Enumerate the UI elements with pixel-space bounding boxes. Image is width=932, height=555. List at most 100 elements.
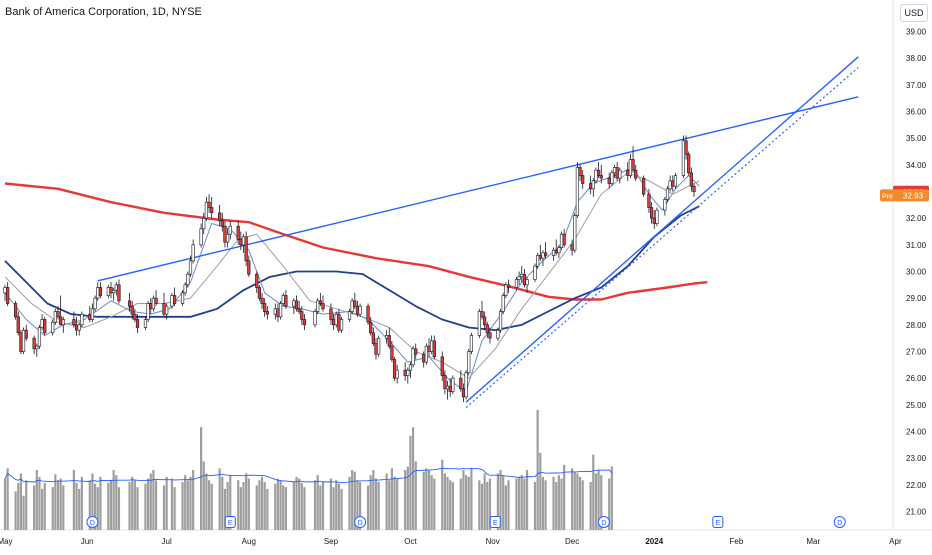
candle-body <box>284 295 288 307</box>
volume-bar <box>563 464 566 530</box>
candle-body <box>35 345 39 350</box>
candle-body <box>114 284 118 291</box>
price-tick-label: 34.00 <box>906 161 927 170</box>
price-tick-label: 23.00 <box>906 454 927 463</box>
volume-bar <box>486 482 489 530</box>
volume-bar <box>504 485 507 530</box>
volume-bar <box>112 470 115 530</box>
volume-bar <box>263 482 266 530</box>
volume-bar <box>340 488 343 530</box>
candle-body <box>406 369 410 376</box>
candle-body <box>350 300 354 312</box>
volume-bar <box>366 485 370 530</box>
support_dotted-trendline <box>465 67 859 408</box>
event-marker-label: E <box>716 520 721 527</box>
candle-body <box>228 225 232 235</box>
volume-bar <box>173 487 176 530</box>
volume-bar <box>385 473 388 530</box>
volume-bar <box>359 482 362 530</box>
volume-bar <box>186 480 189 530</box>
earnings-marker <box>224 516 236 528</box>
volume-bar <box>388 480 391 530</box>
candle-body <box>77 324 81 331</box>
price-tick-label: 32.00 <box>906 214 927 223</box>
candle-body <box>265 311 269 315</box>
sma20-line <box>4 172 700 379</box>
candle-body <box>112 289 116 294</box>
volume-bar <box>443 473 446 530</box>
volume-bar <box>189 476 192 530</box>
time-tick-label: Jul <box>162 537 172 546</box>
event-marker-label: D <box>837 520 842 527</box>
volume-bar <box>149 473 152 530</box>
volume-bar <box>131 476 134 530</box>
volume-bar <box>96 487 99 530</box>
volume-bar <box>578 476 582 530</box>
price-tick-label: 25.00 <box>906 401 927 410</box>
volume-bar <box>525 470 529 530</box>
candle-body <box>581 175 585 184</box>
volume-bar <box>406 466 409 530</box>
price-tick-label: 24.00 <box>906 428 927 437</box>
candle-body <box>496 329 500 339</box>
candle-body <box>570 244 574 251</box>
currency-button[interactable]: USD <box>900 4 928 22</box>
candle-body <box>467 351 471 374</box>
candle-body <box>316 300 320 312</box>
volume-bar <box>520 475 523 530</box>
volume-bar <box>59 478 62 530</box>
candle-body <box>318 300 322 304</box>
event-marker-label: D <box>601 520 606 527</box>
volume-bar <box>54 474 57 530</box>
volume-bar <box>470 468 473 530</box>
volume-bar <box>608 478 611 530</box>
volume-bar <box>541 476 545 530</box>
candle-body <box>689 172 693 187</box>
candle-body <box>247 260 251 275</box>
candle-body <box>594 169 598 182</box>
volume-bar <box>147 478 150 530</box>
candle-body <box>596 169 601 176</box>
event-marker-label: D <box>90 520 95 527</box>
volume-bar <box>237 480 240 530</box>
volume-bar <box>446 476 449 530</box>
volume-bar <box>144 483 147 530</box>
price-tick-label: 30.00 <box>906 268 927 277</box>
candle-body <box>207 201 211 208</box>
volume-bar <box>205 473 208 530</box>
candle-body <box>575 167 579 216</box>
volume-bar <box>427 470 431 530</box>
candle-body <box>649 207 654 219</box>
candle-body <box>395 369 399 379</box>
volume-bar <box>480 483 484 530</box>
candle-body <box>162 303 166 315</box>
candle-body <box>199 228 203 246</box>
candle-body <box>517 276 521 280</box>
volume-bar <box>19 473 22 530</box>
candle-body <box>226 233 230 243</box>
volume-bar <box>303 487 306 530</box>
candle-body <box>273 308 277 315</box>
volume-bar <box>221 476 224 530</box>
price-tick-label: 39.00 <box>906 28 927 37</box>
volume-bar <box>41 488 44 530</box>
candle-body <box>294 300 299 310</box>
candle-body <box>390 345 394 360</box>
candle-body <box>80 313 84 326</box>
candle-body <box>165 305 169 315</box>
candle-body <box>543 252 548 256</box>
volume-bar <box>154 480 158 530</box>
candle-body <box>14 303 18 318</box>
volume-bar <box>560 478 563 530</box>
candle-body <box>278 303 283 318</box>
candle-body <box>631 159 635 171</box>
volume-bar <box>555 482 558 530</box>
candle-body <box>61 319 65 326</box>
price-tick-label: 38.00 <box>906 54 927 63</box>
volume-bar <box>35 470 38 530</box>
dividend-marker <box>597 516 610 528</box>
candle-body <box>501 295 505 312</box>
volume-bar <box>255 485 258 530</box>
